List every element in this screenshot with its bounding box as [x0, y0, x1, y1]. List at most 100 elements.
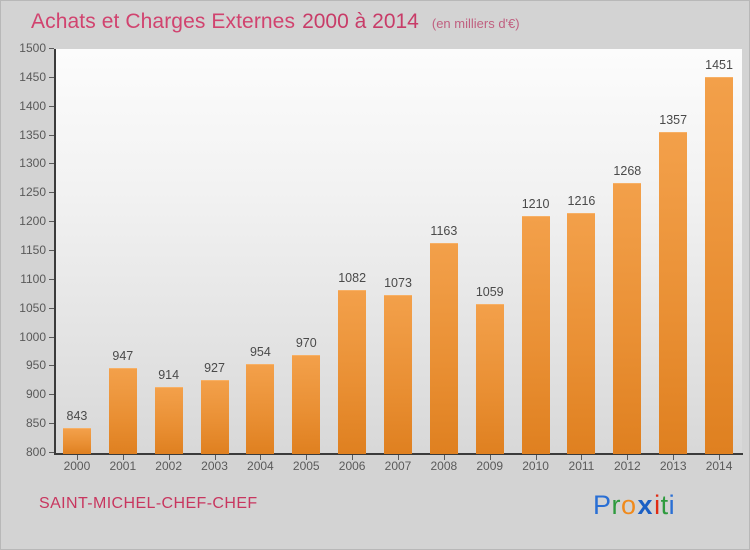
bar[interactable] — [613, 182, 642, 454]
bar[interactable] — [521, 216, 550, 454]
y-tick-label: 1100 — [20, 271, 46, 286]
bar[interactable] — [246, 364, 275, 454]
x-tick-label: 2009 — [476, 459, 504, 473]
x-tick-label: 2007 — [384, 459, 412, 473]
x-tick-mark — [581, 455, 583, 460]
logo-letter-i-second: i — [668, 489, 676, 520]
y-tick-mark — [49, 394, 54, 396]
x-tick-label: 2005 — [292, 459, 320, 473]
x-tick-mark — [398, 455, 399, 460]
y-axis-line — [54, 49, 56, 454]
x-tick-label: 2004 — [247, 459, 274, 473]
y-tick-label: 800 — [25, 445, 46, 459]
x-tick-mark — [443, 455, 445, 460]
y-tick-mark — [49, 134, 54, 136]
bar-value-label: 1216 — [567, 193, 596, 208]
y-tick-label: 1050 — [19, 300, 46, 315]
x-tick-label: 2010 — [522, 459, 549, 473]
bar-value-label: 914 — [158, 368, 180, 383]
proxiti-logo[interactable]: P r o x i t i — [593, 488, 675, 522]
y-tick-label: 1150 — [20, 243, 46, 257]
y-tick-mark — [49, 452, 54, 453]
bar-value-label: 1451 — [705, 58, 733, 73]
x-tick-label: 2003 — [201, 459, 228, 473]
chart-title: Achats et Charges Externes 2000 à 2014 (… — [31, 10, 520, 38]
y-tick-mark — [49, 336, 54, 338]
bar[interactable] — [200, 379, 229, 454]
x-tick-mark — [352, 455, 354, 460]
x-tick-mark — [489, 455, 491, 460]
bar[interactable] — [384, 295, 412, 454]
bar[interactable] — [705, 77, 734, 454]
logo-letter-t: t — [660, 489, 669, 520]
x-tick-mark — [168, 455, 170, 460]
y-tick-label: 1500 — [19, 41, 46, 55]
y-tick-mark — [49, 221, 54, 223]
x-tick-label: 2000 — [63, 459, 91, 473]
x-tick-label: 2008 — [430, 459, 458, 473]
y-tick-mark — [49, 250, 54, 251]
x-tick-mark — [76, 455, 78, 460]
bar[interactable] — [475, 303, 504, 454]
y-tick-label: 1200 — [19, 214, 46, 229]
x-tick-mark — [122, 455, 124, 460]
logo-letter-p: P — [593, 489, 612, 520]
y-tick-mark — [49, 105, 54, 107]
bar-value-label: 970 — [295, 335, 317, 350]
y-tick-label: 1450 — [19, 69, 46, 84]
logo-letter-r: r — [611, 489, 622, 520]
x-tick-mark — [260, 455, 262, 460]
bar-value-label: 1210 — [521, 197, 550, 212]
bar[interactable] — [62, 428, 91, 454]
title-main-text: Achats et Charges Externes — [31, 10, 296, 33]
y-tick-mark — [49, 192, 54, 194]
bar-value-label: 1073 — [384, 276, 412, 291]
y-tick-mark — [49, 76, 54, 78]
logo-letter-x: x — [637, 489, 654, 520]
x-tick-mark — [306, 455, 308, 460]
y-tick-mark — [49, 163, 54, 165]
y-tick-mark — [49, 278, 54, 280]
y-tick-label: 1400 — [19, 98, 46, 113]
x-tick-label: 2012 — [613, 459, 641, 473]
x-tick-label: 2001 — [109, 459, 137, 473]
x-tick-mark — [673, 455, 675, 460]
y-tick-label: 850 — [25, 416, 46, 431]
title-unit-text: (en milliers d'€) — [431, 16, 520, 31]
bar[interactable] — [108, 368, 137, 454]
x-axis-line — [54, 453, 743, 455]
bar[interactable] — [338, 290, 367, 454]
bar-value-label: 1268 — [613, 163, 642, 178]
logo-letter-o: o — [621, 489, 637, 520]
y-tick-label: 1000 — [19, 329, 46, 344]
x-tick-label: 2011 — [568, 459, 595, 473]
bar[interactable] — [292, 354, 321, 454]
bar-value-label: 927 — [204, 360, 225, 375]
x-tick-label: 2014 — [705, 459, 733, 473]
bar[interactable] — [154, 387, 183, 454]
x-tick-mark — [719, 455, 721, 460]
y-tick-label: 1350 — [19, 127, 46, 142]
x-tick-mark — [214, 455, 216, 460]
location-name: SAINT-MICHEL-CHEF-CHEF — [39, 495, 258, 512]
y-tick-label: 950 — [25, 358, 46, 373]
bar-value-label: 1082 — [338, 271, 367, 286]
bar[interactable] — [567, 212, 596, 454]
bar-value-label: 843 — [66, 409, 88, 424]
title-period-text: 2000 à 2014 — [302, 10, 419, 33]
x-tick-mark — [627, 455, 629, 460]
bar-value-label: 1163 — [430, 224, 458, 239]
y-tick-label: 1250 — [19, 185, 46, 200]
x-tick-mark — [535, 455, 537, 460]
bar[interactable] — [659, 131, 688, 454]
y-tick-mark — [49, 365, 54, 367]
x-tick-label: 2006 — [338, 459, 366, 473]
bar-value-label: 954 — [249, 345, 271, 360]
bar[interactable] — [429, 243, 458, 454]
bar-value-label: 1357 — [659, 112, 688, 127]
bar-value-label: 1059 — [475, 284, 504, 299]
logo-letter-i-first: i — [654, 489, 661, 520]
y-tick-mark — [49, 307, 54, 309]
bar-value-label: 947 — [112, 349, 134, 364]
